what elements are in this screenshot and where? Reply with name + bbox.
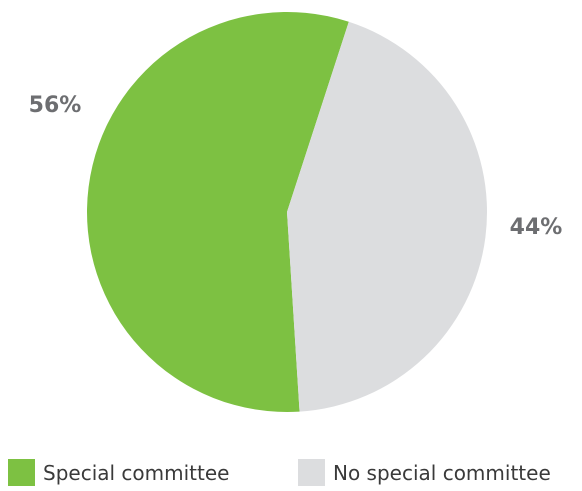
legend-label-no-special-committee: No special committee xyxy=(333,461,551,485)
slice-label-special-committee: 56% xyxy=(29,93,82,118)
legend: Special committee No special committee xyxy=(8,459,551,486)
pie-slice-special-committee xyxy=(87,12,349,413)
legend-label-special-committee: Special committee xyxy=(43,461,229,485)
pie-slice-no-special-committee xyxy=(287,21,488,412)
legend-swatch-no-special-committee xyxy=(298,459,325,486)
slice-label-no-special-committee: 44% xyxy=(510,215,563,240)
pie-slices xyxy=(87,12,488,413)
legend-swatch-special-committee xyxy=(8,459,35,486)
